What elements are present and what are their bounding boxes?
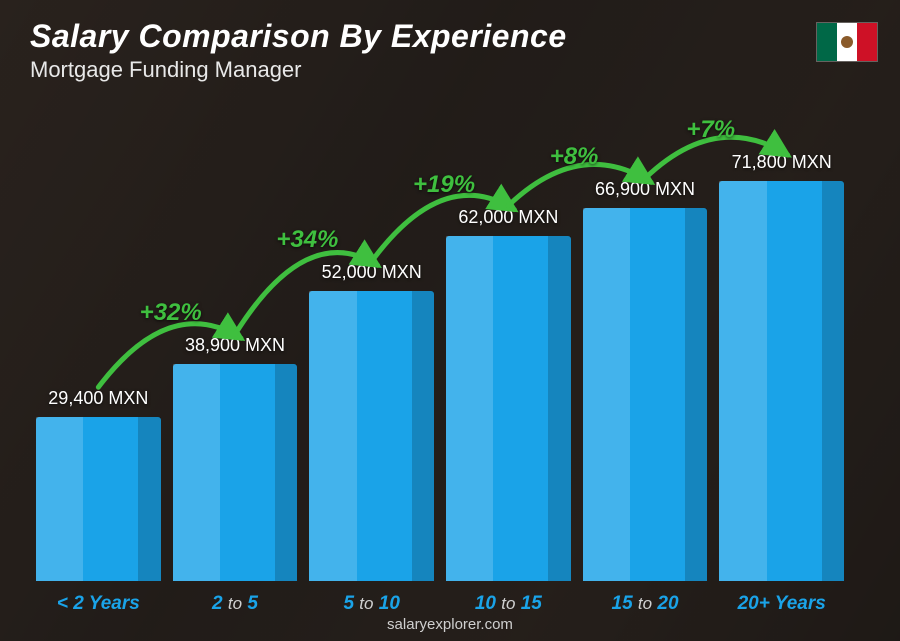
increment-pct-label: +34% xyxy=(276,226,338,254)
bar-category-label: 15 to 20 xyxy=(612,593,679,615)
bar xyxy=(173,364,298,581)
increment-pct-label: +19% xyxy=(413,171,475,199)
bar-group: 66,900 MXN15 to 20 xyxy=(583,179,708,581)
bar-group: 38,900 MXN2 to 5 xyxy=(173,335,298,581)
increment-pct-label: +32% xyxy=(140,299,202,327)
bar-value-label: 29,400 MXN xyxy=(48,388,148,409)
increment-pct-label: +7% xyxy=(686,116,735,144)
bar xyxy=(309,291,434,581)
bar-group: 52,000 MXN5 to 10 xyxy=(309,262,434,581)
flag-stripe-green xyxy=(817,23,837,61)
bar-group: 29,400 MXN< 2 Years xyxy=(36,388,161,581)
country-flag-mexico xyxy=(816,22,878,62)
bar-value-label: 66,900 MXN xyxy=(595,179,695,200)
bar-category-label: 2 to 5 xyxy=(212,593,258,615)
bar-category-label: 20+ Years xyxy=(738,593,826,615)
flag-stripe-red xyxy=(857,23,877,61)
footer-attribution: salaryexplorer.com xyxy=(0,616,900,633)
bar-category-label: 10 to 15 xyxy=(475,593,542,615)
bar-value-label: 71,800 MXN xyxy=(732,152,832,173)
bar-value-label: 38,900 MXN xyxy=(185,335,285,356)
flag-emblem xyxy=(841,36,853,48)
bar-category-label: 5 to 10 xyxy=(343,593,399,615)
chart-title: Salary Comparison By Experience xyxy=(30,18,567,55)
bar-value-label: 62,000 MXN xyxy=(458,207,558,228)
bar xyxy=(446,236,571,581)
increment-pct-label: +8% xyxy=(550,143,599,171)
bar-value-label: 52,000 MXN xyxy=(322,262,422,283)
bar-category-label: < 2 Years xyxy=(57,593,140,615)
bar-group: 62,000 MXN10 to 15 xyxy=(446,207,571,581)
chart-subtitle: Mortgage Funding Manager xyxy=(30,57,567,83)
title-block: Salary Comparison By Experience Mortgage… xyxy=(30,18,567,83)
bar-group: 71,800 MXN20+ Years xyxy=(719,152,844,581)
chart-container: Salary Comparison By Experience Mortgage… xyxy=(0,0,900,641)
bar xyxy=(583,208,708,581)
bar xyxy=(36,417,161,581)
bar xyxy=(719,181,844,581)
